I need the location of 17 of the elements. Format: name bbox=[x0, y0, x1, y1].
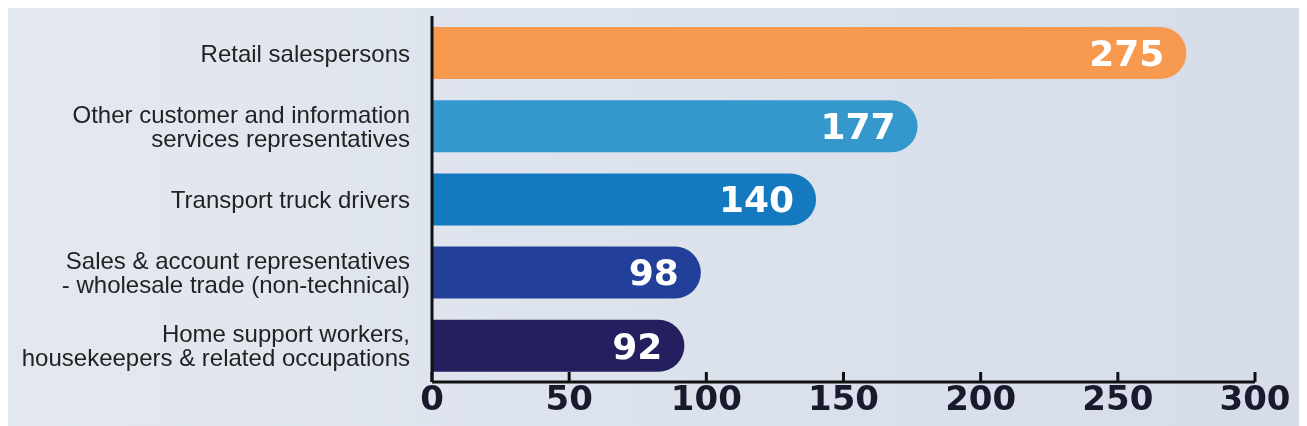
x-tick-label: 100 bbox=[670, 378, 742, 419]
y-tick-label: Sales & account representatives - wholesale trade (non-technical) bbox=[61, 246, 410, 298]
x-tick-label: 250 bbox=[1082, 378, 1154, 419]
y-tick-label: Other customer and information services representatives bbox=[72, 100, 410, 152]
x-tick-label: 200 bbox=[945, 378, 1017, 419]
data-label: 275 bbox=[1089, 32, 1165, 74]
data-label: 98 bbox=[628, 252, 679, 294]
y-tick-label: Transport truck drivers bbox=[170, 185, 410, 213]
data-label: 177 bbox=[820, 105, 896, 147]
x-tick-label: 50 bbox=[545, 378, 593, 419]
y-tick-label: Retail salespersons bbox=[200, 39, 410, 67]
x-tick-label: 300 bbox=[1219, 378, 1291, 419]
data-label: 92 bbox=[612, 325, 663, 367]
x-tick-label: 0 bbox=[420, 378, 444, 419]
x-tick-label: 150 bbox=[808, 378, 879, 419]
y-tick-label: Home support workers, housekeepers & related occupations bbox=[21, 319, 410, 371]
data-label: 140 bbox=[718, 179, 795, 221]
